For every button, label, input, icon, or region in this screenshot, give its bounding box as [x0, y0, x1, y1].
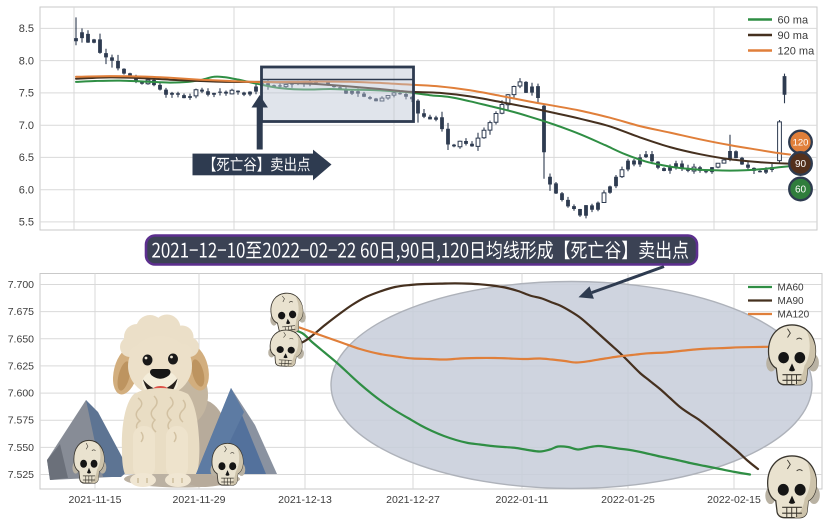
svg-text:8.0: 8.0 — [19, 56, 34, 68]
svg-text:2021-12-13: 2021-12-13 — [278, 494, 332, 506]
svg-text:2021-11-15: 2021-11-15 — [69, 494, 122, 506]
svg-text:7.575: 7.575 — [8, 415, 34, 427]
svg-text:2021-12-27: 2021-12-27 — [386, 494, 440, 506]
svg-text:90 ma: 90 ma — [778, 30, 809, 42]
svg-text:7.550: 7.550 — [8, 442, 34, 454]
svg-text:7.0: 7.0 — [19, 120, 34, 132]
svg-text:MA90: MA90 — [778, 296, 805, 307]
svg-text:6.5: 6.5 — [19, 152, 34, 164]
svg-text:MA120: MA120 — [778, 310, 810, 321]
svg-text:90: 90 — [795, 159, 807, 170]
svg-text:5.5: 5.5 — [19, 217, 34, 229]
svg-text:120 ma: 120 ma — [778, 45, 816, 57]
svg-text:8.5: 8.5 — [19, 23, 34, 35]
svg-text:7.675: 7.675 — [8, 306, 34, 318]
svg-text:120: 120 — [793, 138, 809, 149]
svg-text:2021-11-29: 2021-11-29 — [173, 494, 226, 506]
svg-text:7.650: 7.650 — [8, 333, 34, 345]
svg-text:60 ma: 60 ma — [778, 14, 809, 26]
svg-text:MA60: MA60 — [778, 283, 805, 294]
svg-text:7.700: 7.700 — [8, 279, 34, 291]
svg-text:2022-01-11: 2022-01-11 — [496, 494, 549, 506]
svg-text:2022-01-25: 2022-01-25 — [601, 494, 655, 506]
svg-text:6.0: 6.0 — [19, 185, 34, 197]
svg-text:2022-02-15: 2022-02-15 — [707, 494, 761, 506]
svg-text:7.625: 7.625 — [8, 360, 34, 372]
svg-text:7.525: 7.525 — [8, 469, 34, 481]
svg-text:60: 60 — [795, 185, 807, 196]
svg-text:7.5: 7.5 — [19, 88, 34, 100]
svg-text:7.600: 7.600 — [8, 388, 34, 400]
